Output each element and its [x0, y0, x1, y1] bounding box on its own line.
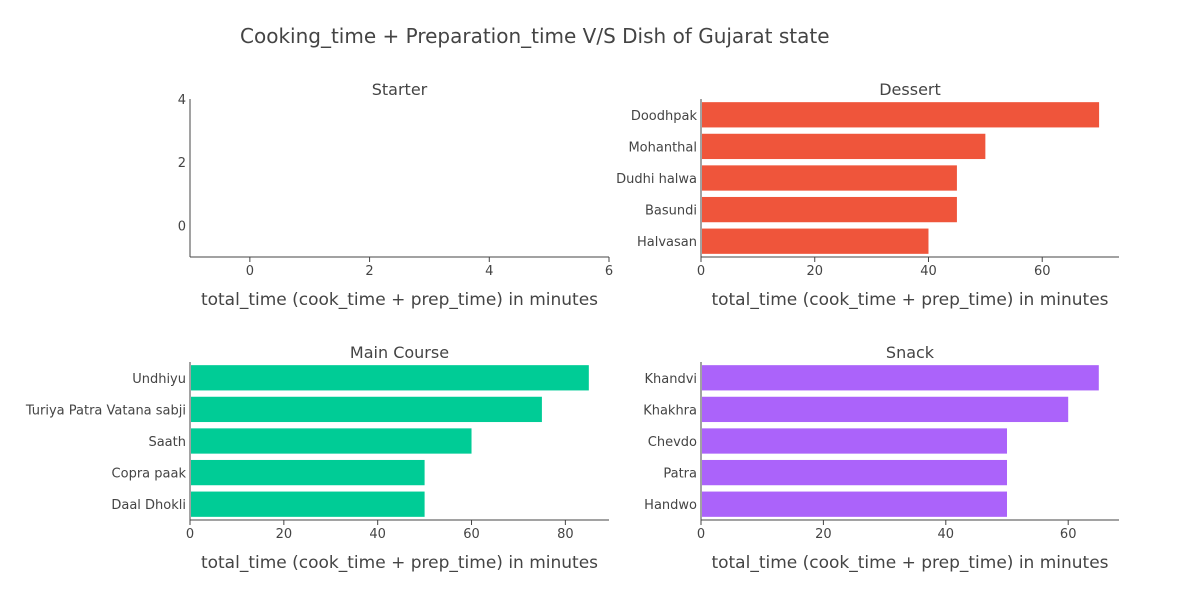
bar-halvasan — [702, 228, 929, 254]
x-axis-label: total_time (cook_time + prep_time) in mi… — [711, 290, 1108, 310]
subplot-title: Snack — [886, 343, 935, 362]
y-tick-label: 4 — [178, 93, 186, 108]
x-tick-label: 20 — [815, 527, 832, 542]
y-tick-label: 0 — [178, 219, 186, 234]
y-tick-label: Saath — [148, 435, 186, 450]
x-axis-label: total_time (cook_time + prep_time) in mi… — [711, 553, 1108, 573]
x-tick-label: 6 — [605, 264, 613, 279]
x-tick-label: 40 — [369, 527, 386, 542]
x-tick-label: 2 — [365, 264, 373, 279]
y-tick-label: Copra paak — [112, 467, 187, 482]
x-tick-label: 20 — [806, 264, 823, 279]
y-tick-label: 2 — [178, 156, 186, 171]
bar-handwo — [702, 491, 1008, 517]
x-tick-label: 60 — [1060, 527, 1077, 542]
y-tick-label: Basundi — [645, 204, 697, 219]
y-tick-label: Doodhpak — [631, 109, 698, 124]
x-tick-label: 0 — [186, 527, 194, 542]
subplot-3: Snack 0 20 40 60 total_time (cook_time + prep… — [643, 343, 1119, 573]
x-tick-label: 0 — [697, 527, 705, 542]
y-tick-label: Turiya Patra Vatana sabji — [25, 403, 186, 418]
y-tick-label: Chevdo — [648, 435, 697, 450]
bar-khakhra — [702, 396, 1069, 423]
chart-title: Cooking_time + Preparation_time V/S Dish… — [240, 24, 830, 48]
subplot-1: Dessert 0 20 40 60 total_time (cook_time + pr… — [616, 80, 1119, 310]
subplot-title: Starter — [372, 80, 428, 99]
x-tick-label: 0 — [697, 264, 705, 279]
y-tick-label: Handwo — [644, 498, 697, 513]
bar-undhiyu — [191, 365, 589, 391]
bar-doodhpak — [702, 102, 1100, 128]
x-tick-label: 40 — [938, 527, 955, 542]
bar-chevdo — [702, 428, 1008, 454]
bar-saath — [191, 428, 472, 454]
x-tick-label: 4 — [485, 264, 493, 279]
x-tick-label: 80 — [557, 527, 574, 542]
subplot-0: Starter 0 2 4 6 total_time (cook_time + prep_… — [178, 80, 613, 310]
y-tick-label: Mohanthal — [628, 140, 697, 155]
x-tick-label: 60 — [463, 527, 480, 542]
x-tick-label: 60 — [1034, 264, 1051, 279]
bar-mohanthal — [702, 133, 986, 160]
subplot-title: Main Course — [350, 343, 449, 362]
bar-basundi — [702, 196, 957, 223]
x-axis-label: total_time (cook_time + prep_time) in mi… — [201, 553, 598, 573]
y-tick-label: Undhiyu — [132, 372, 186, 387]
bar-turiya-patra-vatana-sabji — [191, 396, 542, 423]
y-tick-label: Dudhi halwa — [616, 172, 697, 187]
subplot-title: Dessert — [879, 80, 941, 99]
bar-khandvi — [702, 365, 1099, 391]
x-tick-label: 40 — [920, 264, 937, 279]
y-tick-label: Halvasan — [637, 235, 697, 250]
y-tick-label: Khakhra — [643, 403, 697, 418]
x-axis-label: total_time (cook_time + prep_time) in mi… — [201, 290, 598, 310]
bar-patra — [702, 459, 1008, 486]
y-tick-label: Patra — [663, 467, 697, 482]
x-tick-label: 0 — [246, 264, 254, 279]
bar-daal-dhokli — [191, 491, 425, 517]
bar-copra-paak — [191, 459, 425, 486]
y-tick-label: Daal Dhokli — [111, 498, 186, 513]
subplot-2: Main Course 0 20 40 60 80 total_time (cook_tim… — [25, 343, 609, 573]
x-tick-label: 20 — [276, 527, 293, 542]
y-tick-label: Khandvi — [644, 372, 697, 387]
bar-dudhi-halwa — [702, 165, 957, 191]
